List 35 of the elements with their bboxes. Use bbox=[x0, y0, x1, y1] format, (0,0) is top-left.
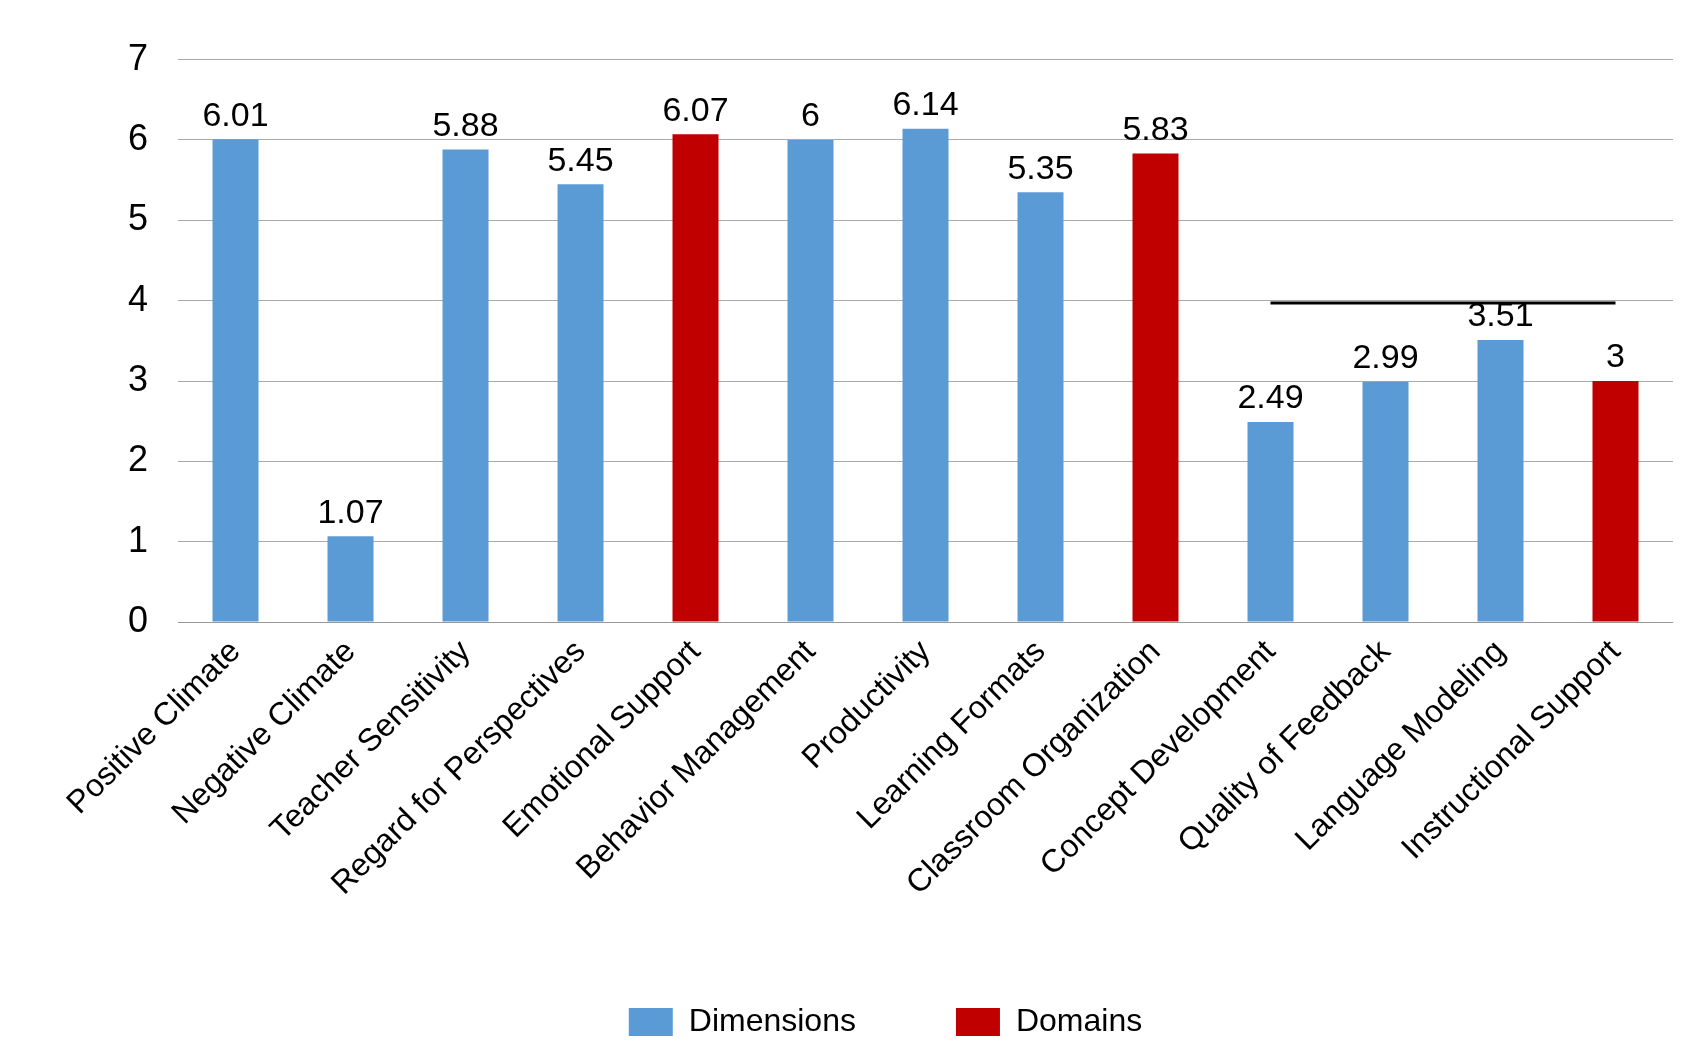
data-label: 6.07 bbox=[662, 89, 729, 128]
y-tick-label: 6 bbox=[127, 116, 149, 158]
y-tick-label: 1 bbox=[127, 518, 149, 560]
data-label: 5.35 bbox=[1007, 147, 1074, 186]
data-label: 5.88 bbox=[432, 104, 499, 143]
legend-label: Dimensions bbox=[688, 1001, 856, 1038]
bar bbox=[1477, 340, 1524, 622]
bar bbox=[557, 184, 604, 622]
bar bbox=[327, 536, 374, 622]
bar bbox=[212, 139, 259, 622]
data-label: 1.07 bbox=[317, 491, 384, 530]
data-label: 6.14 bbox=[892, 84, 959, 123]
data-label: 2.49 bbox=[1237, 377, 1304, 416]
y-tick-label: 3 bbox=[127, 357, 149, 399]
bar bbox=[442, 149, 489, 622]
bar bbox=[1132, 153, 1179, 622]
y-tick-label: 2 bbox=[127, 438, 149, 480]
data-label: 5.45 bbox=[547, 139, 614, 178]
data-label: 5.83 bbox=[1122, 109, 1189, 147]
y-tick-label: 5 bbox=[127, 197, 149, 239]
bar bbox=[1362, 381, 1409, 622]
bar bbox=[1592, 381, 1639, 622]
data-label: 6.01 bbox=[202, 94, 269, 133]
bar bbox=[787, 139, 834, 622]
bar bbox=[902, 128, 949, 622]
data-label: 2.99 bbox=[1352, 337, 1419, 376]
legend-label: Domains bbox=[1015, 1001, 1143, 1038]
bar bbox=[1017, 192, 1064, 622]
data-label: 3 bbox=[1606, 336, 1625, 375]
y-tick-label: 7 bbox=[127, 36, 149, 78]
data-label: 6 bbox=[801, 95, 820, 134]
bar bbox=[1247, 422, 1294, 622]
y-tick-label: 4 bbox=[127, 277, 149, 319]
bar bbox=[672, 134, 719, 622]
y-tick-label: 0 bbox=[127, 599, 149, 641]
